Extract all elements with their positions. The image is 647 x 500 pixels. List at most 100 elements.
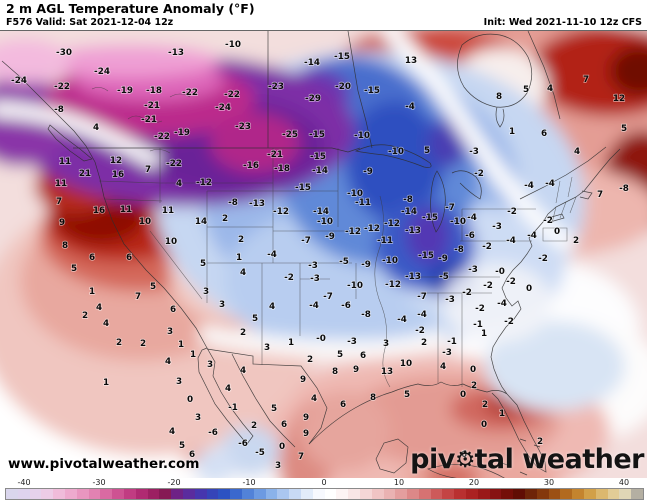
map-value-label: -10 (225, 40, 241, 50)
map-value-label: 11 (55, 179, 67, 189)
map-value-label: 3 (167, 327, 173, 337)
valid-time-label: F576 Valid: Sat 2021-12-04 12z (6, 17, 174, 28)
map-value-label: 4 (240, 366, 246, 376)
map-value-label: -11 (355, 198, 371, 208)
map-value-label: -13 (405, 226, 421, 236)
colorbar-cell (29, 489, 42, 499)
map-value-label: -2 (284, 273, 294, 283)
map-value-label: 5 (337, 350, 343, 360)
map-value-label: -4 (309, 301, 319, 311)
colorbar-cell (123, 489, 136, 499)
map-value-label: 4 (93, 123, 99, 133)
colorbar-cell (501, 489, 514, 499)
map-value-label: -29 (305, 94, 321, 104)
map-value-label: 13 (405, 56, 417, 66)
map-value-label: 9 (303, 429, 309, 439)
map-value-label: 1 (481, 329, 487, 339)
map-value-label: 2 (421, 338, 427, 348)
map-value-label: 10 (139, 217, 151, 227)
map-value-label: 1 (288, 338, 294, 348)
map-value-label: 4 (176, 179, 182, 189)
colorbar-cell (584, 489, 596, 499)
colorbar-cell (371, 489, 384, 499)
map-value-label: -2 (507, 207, 517, 217)
map-value-label: 4 (165, 357, 171, 367)
map-value-label: 0 (470, 365, 476, 375)
map-value-label: -9 (361, 260, 371, 270)
map-value-label: 1 (103, 378, 109, 388)
map-value-label: 0 (481, 420, 487, 430)
map-value-label: 4 (547, 84, 553, 94)
colorbar-cell (430, 489, 443, 499)
map-value-label: 6 (189, 450, 195, 460)
map-value-label: 5 (621, 124, 627, 134)
map-value-label: -0 (316, 334, 326, 344)
map-value-label: 3 (275, 461, 281, 471)
colorbar-gradient (5, 488, 644, 500)
colorbar-cell (407, 489, 419, 499)
map-value-label: -2 (506, 277, 516, 287)
map-value-label: -6 (341, 301, 351, 311)
colorbar-tick-labels: -40 -30 -20 -10 0 10 20 30 40 (0, 478, 647, 488)
map-value-label: -7 (301, 236, 311, 246)
map-value-label: 6 (461, 450, 467, 460)
map-value-label: 12 (110, 156, 122, 166)
canada-borders-hudson-bay (73, 31, 607, 200)
map-value-label: 2 (222, 214, 228, 224)
map-value-label: -3 (310, 274, 320, 284)
map-value-label: 7 (145, 165, 151, 175)
map-value-label: -2 (462, 288, 472, 298)
colorbar-cell (395, 489, 408, 499)
map-value-label: 7 (135, 292, 141, 302)
map-value-label: 7 (56, 197, 62, 207)
map-value-label: -22 (182, 88, 198, 98)
map-value-label: -19 (174, 128, 190, 138)
colorbar-cell (383, 489, 396, 499)
map-value-label: 8 (496, 92, 502, 102)
map-value-label: -0 (495, 267, 505, 277)
map-value-label: 11 (162, 206, 174, 216)
map-value-label: 9 (303, 413, 309, 423)
map-value-label: 13 (381, 367, 393, 377)
map-value-label: -3 (442, 348, 452, 358)
map-value-label: -19 (117, 86, 133, 96)
map-value-label: -10 (354, 131, 370, 141)
colorbar-cell (619, 489, 632, 499)
map-value-label: -15 (295, 183, 311, 193)
colorbar-cell (513, 489, 526, 499)
map-value-label: 6 (360, 351, 366, 361)
map-value-label: 8 (370, 393, 376, 403)
map-value-label: 4 (311, 394, 317, 404)
colorbar-cell (418, 489, 431, 499)
map-value-label: -14 (401, 207, 417, 217)
map-value-label: 4 (574, 147, 580, 157)
map-value-label: -9 (325, 232, 335, 242)
map-value-label: 3 (203, 287, 209, 297)
map-value-label: -4 (524, 181, 534, 191)
map-value-label: -6 (238, 439, 248, 449)
map-value-label: 2 (251, 421, 257, 431)
map-value-label: 7 (583, 75, 589, 85)
colorbar-cell (595, 489, 608, 499)
map-value-label: 0 (279, 442, 285, 452)
map-value-label: -4 (467, 213, 477, 223)
map-value-label: -4 (545, 179, 555, 189)
map-value-label: 9 (353, 365, 359, 375)
colorbar-tick: -40 (17, 478, 31, 487)
colorbar-cell (324, 489, 337, 499)
map-value-label: -10 (317, 217, 333, 227)
map-value-label: 0 (460, 390, 466, 400)
colorbar-cell (336, 489, 349, 499)
map-value-label: -24 (215, 103, 231, 113)
map-value-label: 2 (82, 311, 88, 321)
map-value-label: -5 (439, 272, 449, 282)
map-value-label: -7 (323, 292, 333, 302)
map-value-label: -8 (454, 245, 464, 255)
map-value-label: -3 (468, 265, 478, 275)
colorbar-cell (100, 489, 113, 499)
map-value-label: -22 (154, 132, 170, 142)
watermark-url: www.pivotalweather.com (8, 456, 200, 472)
map-value-label: -22 (166, 159, 182, 169)
map-value-label: 3 (207, 360, 213, 370)
map-value-label: 9 (300, 375, 306, 385)
